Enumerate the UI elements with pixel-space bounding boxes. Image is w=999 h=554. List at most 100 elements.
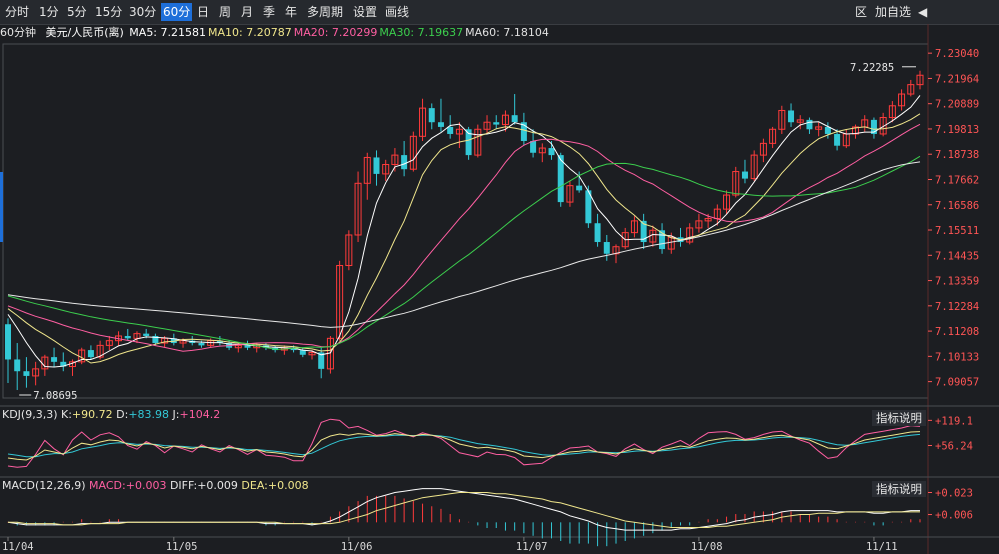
kdj-tick-label: +56.24 (935, 441, 973, 453)
candle-body-up (419, 107, 427, 137)
kdj-d-label: D: (116, 408, 129, 421)
period-tab-2[interactable]: 5分 (67, 5, 87, 19)
ma-item-4: MA60: 7.18104 (465, 26, 549, 39)
macd-dea-label: DEA: (241, 479, 268, 492)
kdj-d-value: +83.98 (128, 408, 170, 421)
add-favorite-button[interactable]: 加自选 (875, 5, 912, 19)
candle-body-down (216, 340, 223, 344)
candle-body-down (557, 155, 564, 203)
candle-body-up (815, 126, 823, 130)
macd-tick-label: +0.023 (935, 487, 973, 499)
candle-body-down (640, 220, 647, 243)
price-tick-label: 7.09057 (935, 377, 979, 389)
candle-body-down (401, 155, 408, 170)
candle-body-down (806, 119, 813, 130)
candle-body-up (308, 351, 316, 356)
candle-body-down (530, 141, 537, 153)
candle-body-up (455, 128, 463, 135)
period-tab-8[interactable]: 月 (241, 5, 254, 19)
ma5-line (7, 95, 921, 368)
candle-body-up (732, 171, 740, 196)
period-toolbar: 分时 1分 5分 15分 30分 60分日周月季年多周期 设置 画线 区加自选 ◀ (0, 0, 999, 25)
period-tab-6[interactable]: 日 (197, 5, 210, 19)
period-tab-0[interactable]: 分时 (5, 5, 30, 19)
candle-body-down (870, 119, 877, 134)
candle-body-up (907, 84, 915, 95)
ma30-line (7, 155, 921, 350)
candle-body-down (373, 157, 380, 174)
period-tab-5[interactable]: 60分 (161, 3, 193, 21)
candle-body-up (879, 117, 887, 135)
price-tick-label: 7.14435 (935, 250, 979, 262)
candle-body-down (465, 129, 472, 156)
period-tab-4[interactable]: 30分 (129, 5, 157, 19)
ma10-line (7, 113, 921, 364)
period-tab-3[interactable]: 15分 (95, 5, 123, 19)
candle-body-down (520, 122, 527, 142)
candle-body-up (382, 164, 390, 175)
candle-body-down (834, 133, 841, 146)
ma-item-1: MA10: 7.20787 (208, 26, 292, 39)
ma20-line (7, 123, 921, 352)
kdj-explain-button[interactable]: 指标说明 (872, 410, 926, 426)
candle-body-up (695, 220, 703, 229)
candle-body-down (23, 371, 30, 376)
candle-body-down (824, 126, 831, 134)
ma60-line (7, 161, 921, 328)
candle-body-up (32, 368, 40, 377)
date-label: 11/06 (341, 541, 373, 553)
candle-body-down (14, 359, 21, 372)
candle-body-down (152, 335, 159, 344)
candle-body-up (501, 114, 509, 126)
kdj-tick-label: +119.1 (935, 415, 973, 427)
candle-body-down (170, 338, 177, 344)
ma-item-0: MA5: 7.21581 (129, 26, 207, 39)
macd-tick-label: +0.006 (935, 510, 973, 522)
candle-body-up (105, 340, 113, 346)
kdj-j-label: J: (172, 408, 180, 421)
candle-body-up (723, 194, 731, 210)
ma-item-2: MA20: 7.20299 (293, 26, 378, 39)
price-tick-label: 7.17662 (935, 174, 979, 186)
price-tick-label: 7.15511 (935, 225, 979, 237)
candle-body-up (630, 220, 638, 234)
period-tab-9[interactable]: 季 (263, 5, 276, 19)
period-tab-12[interactable]: 设置 (353, 5, 378, 19)
candle-body-up (409, 135, 417, 170)
macd-diff-line (7, 488, 920, 531)
candle-body-down (5, 324, 11, 360)
kdj-k-line (7, 431, 921, 461)
date-label: 11/05 (166, 541, 198, 553)
period-tab-1[interactable]: 1分 (39, 5, 59, 19)
candle-body-up (566, 185, 574, 203)
candle-body-down (493, 122, 500, 125)
macd-title: MACD(12,26,9) (2, 479, 86, 492)
collapse-panel-icon[interactable]: ◀ (918, 5, 928, 19)
price-tick-label: 7.10133 (935, 351, 979, 363)
candle-body-up (916, 74, 924, 86)
candle-body-down (198, 343, 205, 346)
candle-body-up (391, 154, 399, 166)
macd-explain-button[interactable]: 指标说明 (872, 481, 926, 497)
region-button[interactable]: 区 (855, 5, 868, 19)
candle-body-down (548, 148, 555, 156)
candle-body-up (336, 265, 344, 339)
period-tab-10[interactable]: 年 (285, 5, 298, 19)
price-tick-label: 7.13359 (935, 276, 979, 288)
candle-body-down (447, 126, 454, 134)
candle-body-down (290, 347, 297, 351)
period-tab-7[interactable]: 周 (219, 5, 232, 19)
kdj-j-value: +104.2 (179, 408, 221, 421)
period-tab-13[interactable]: 画线 (385, 5, 410, 19)
candle-body-up (750, 154, 758, 180)
candle-body-down (60, 361, 67, 367)
candle-body-up (898, 93, 906, 107)
macd-m-value: +0.003 (125, 479, 167, 492)
period-tab-11[interactable]: 多周期 (307, 5, 344, 19)
macd-title-line: MACD(12,26,9) MACD:+0.003 DIFF:+0.009 DE… (2, 479, 309, 492)
candle-body-up (759, 142, 767, 156)
candle-body-up (474, 128, 482, 156)
ma-item-3: MA30: 7.19637 (379, 26, 464, 39)
candle-body-down (244, 345, 251, 348)
